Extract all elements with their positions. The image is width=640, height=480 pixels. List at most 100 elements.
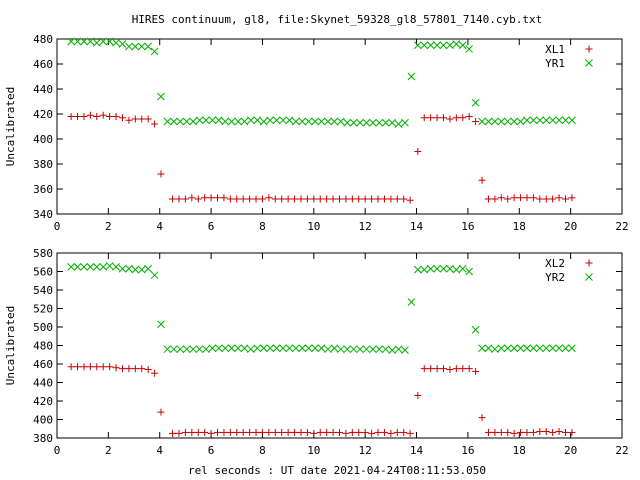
data-point [67,263,75,271]
data-point [227,117,236,126]
data-point [394,345,403,354]
data-point [298,117,307,126]
data-point [182,117,191,126]
data-point [343,345,352,354]
data-point [105,37,114,46]
data-point [388,118,397,127]
data-point [342,195,350,203]
x-tick-label: 4 [156,444,163,457]
y-tick-label: 540 [33,284,53,297]
data-point [426,264,435,273]
y-tick-label: 460 [33,58,53,71]
data-point [510,344,518,353]
x-tick-label: 4 [156,220,163,233]
data-point [336,117,345,126]
data-point [73,263,82,271]
data-point [74,113,82,120]
data-point [259,117,268,126]
y-tick-label: 420 [33,395,53,408]
data-point [80,113,88,120]
data-point [394,120,403,128]
data-point [536,195,544,203]
data-point [349,118,358,127]
data-point [374,195,382,203]
data-point [221,344,230,353]
data-point [150,271,159,280]
data-point [510,194,518,202]
data-point [562,195,569,203]
data-point [458,264,467,273]
data-point [253,344,262,353]
y-tick-label: 580 [33,247,53,260]
data-point [181,195,189,203]
data-point [323,428,331,436]
data-point [348,195,356,203]
legend-marker [585,259,593,267]
data-point [388,346,397,354]
data-point [555,116,563,125]
data-point [189,117,197,126]
data-point [201,428,209,436]
data-point [67,113,75,120]
data-point [194,195,202,203]
x-tick-label: 20 [564,220,577,233]
data-point [99,263,108,271]
data-point [504,195,512,203]
data-point [517,194,525,202]
x-tick-label: 18 [513,444,526,457]
data-point [529,194,537,202]
data-point [471,98,480,107]
data-point [99,111,107,119]
y-tick-label: 380 [33,432,53,445]
data-point [214,116,223,125]
data-point [311,344,319,353]
y-tick-label: 420 [33,108,53,121]
plot-frame [56,38,623,215]
data-point [291,195,299,203]
data-point [459,114,467,122]
data-point [548,344,557,353]
data-point [304,344,313,353]
data-point [452,365,460,373]
data-point [73,37,82,46]
x-tick-label: 16 [461,220,474,233]
data-point [240,344,249,353]
data-point [247,116,255,125]
data-point [478,414,486,422]
data-point [138,115,146,123]
data-point [549,428,557,436]
series-xl1 [67,111,576,204]
data-point [472,367,480,375]
data-point [214,194,222,202]
data-point [86,37,95,46]
data-point [414,148,422,155]
data-point [317,117,326,126]
y-tick-label: 560 [33,266,53,279]
data-point [86,111,94,119]
data-point [207,194,215,202]
data-point [233,428,241,436]
data-point [446,264,454,273]
data-point [118,114,126,122]
data-point [175,429,183,437]
data-point [169,429,177,437]
data-point [362,345,371,354]
data-point [118,40,127,48]
data-point [446,115,454,123]
data-point [285,344,294,353]
data-point [92,263,101,271]
legend-marker [585,59,593,67]
data-point [517,428,525,436]
legend-marker [585,273,593,281]
data-point [151,369,159,377]
data-point [138,365,146,373]
data-point [310,195,318,203]
data-point [427,365,435,373]
data-point [439,264,448,273]
data-point [374,428,382,436]
data-point [214,344,223,353]
data-point [356,345,364,354]
y-tick-label: 480 [33,340,53,353]
x-tick-label: 0 [54,444,61,457]
data-point [310,429,318,437]
